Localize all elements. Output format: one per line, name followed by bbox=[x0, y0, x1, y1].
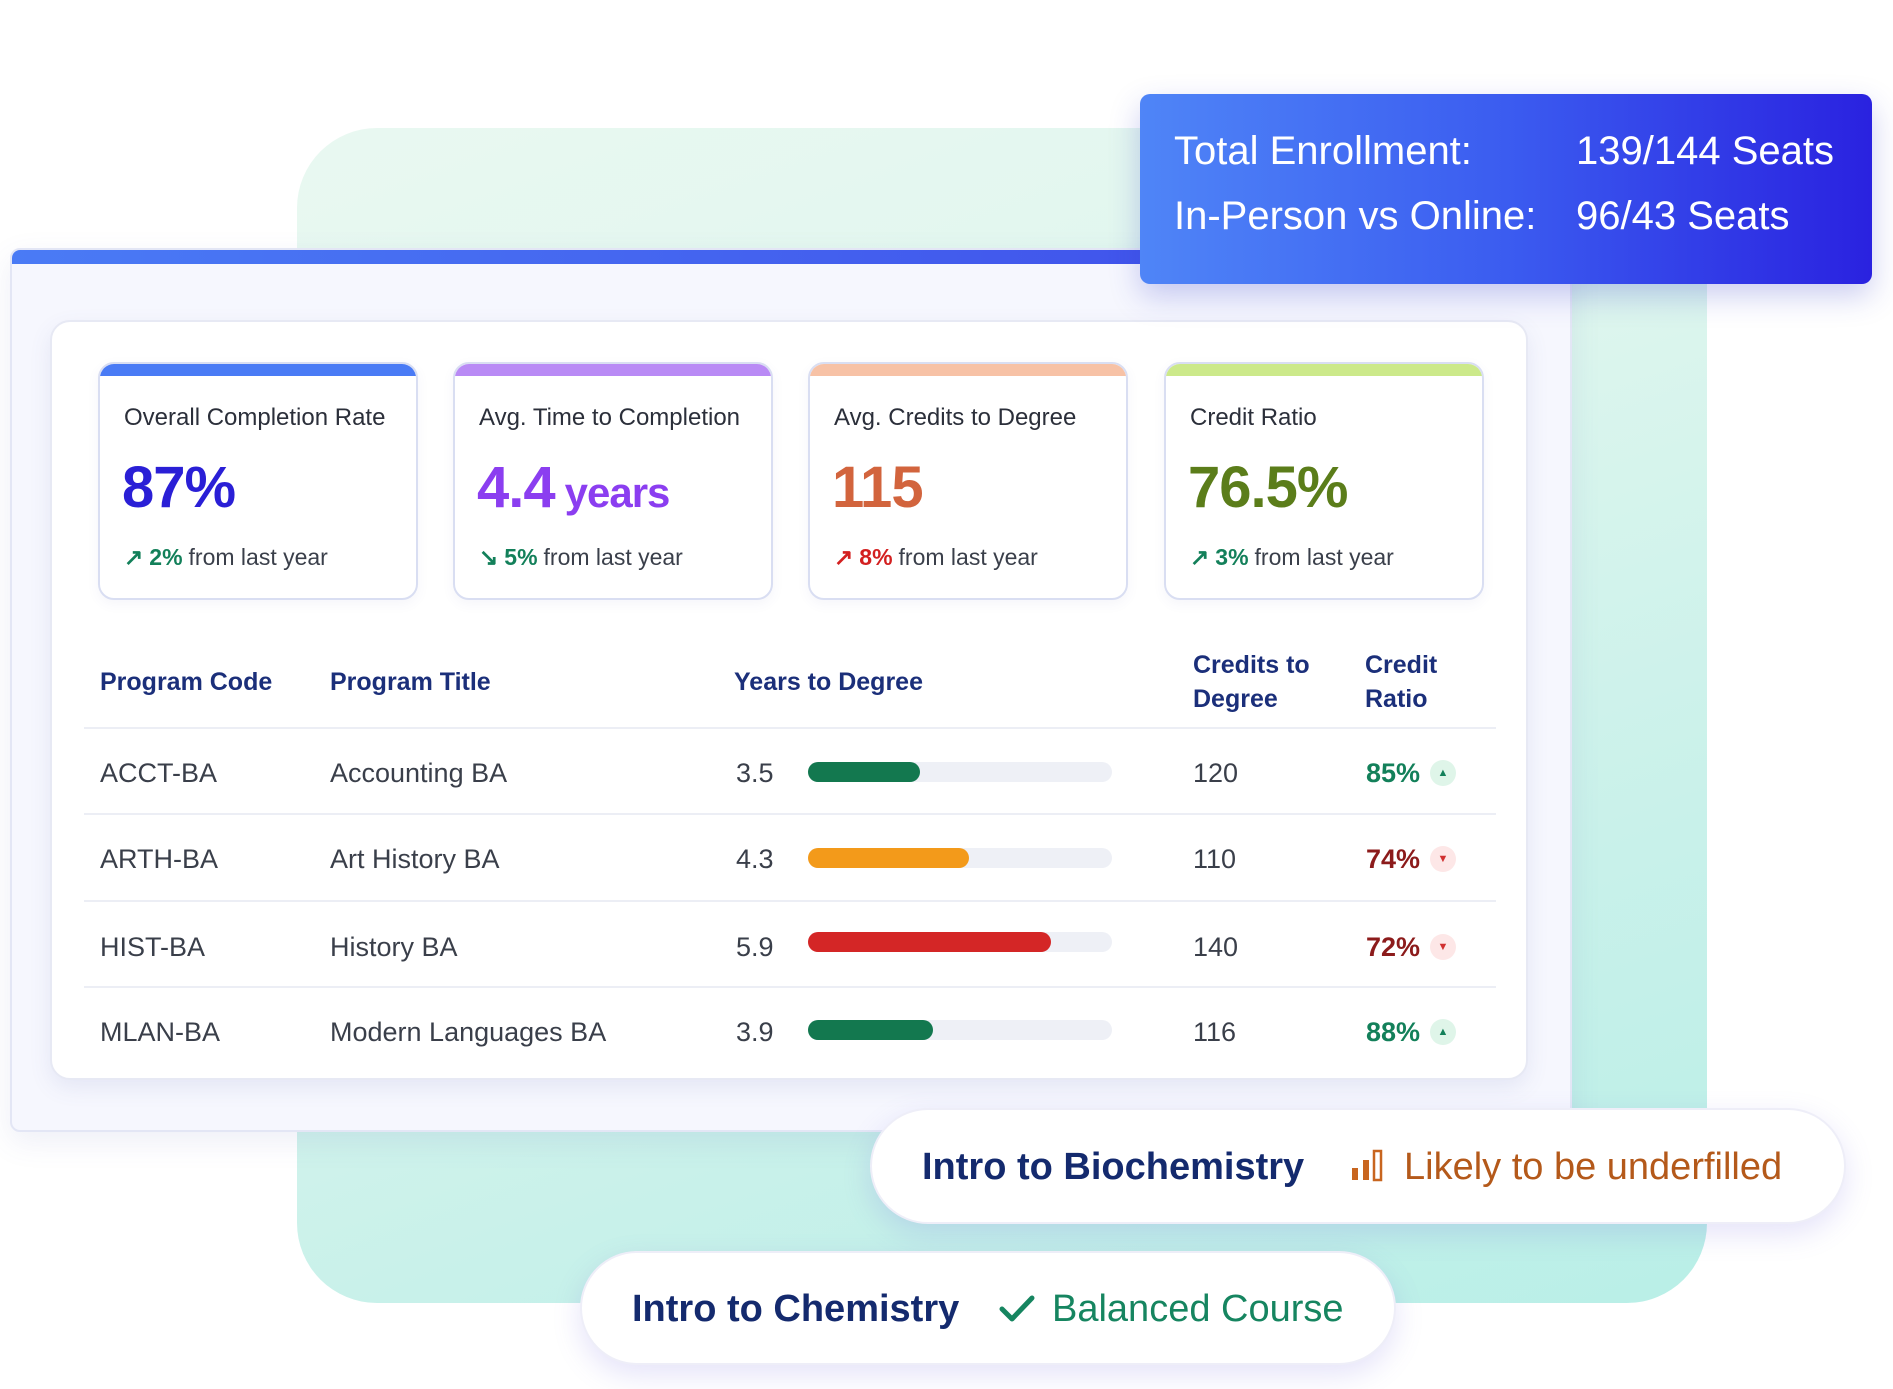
program-code: HIST-BA bbox=[100, 932, 206, 962]
trend-up-icon: ▲ bbox=[1430, 1019, 1456, 1045]
years-bar bbox=[808, 932, 1112, 952]
table-divider bbox=[84, 900, 1496, 902]
program-code: MLAN-BA bbox=[100, 1017, 221, 1047]
card-accent bbox=[1166, 364, 1482, 376]
program-title: History BA bbox=[330, 932, 458, 962]
stat-card-completion-rate[interactable]: Overall Completion Rate 87% ↗ 2% from last… bbox=[98, 362, 418, 600]
card-accent bbox=[810, 364, 1126, 376]
header-line: Degree bbox=[1193, 685, 1278, 713]
column-header-credits-to-degree[interactable]: Credits to Degree bbox=[1193, 648, 1310, 716]
ratio-value: 74% bbox=[1366, 844, 1421, 874]
ratio-value: 88% bbox=[1366, 1017, 1421, 1047]
years-value: 5.9 bbox=[736, 932, 774, 962]
course-status-label: Balanced Course bbox=[1052, 1288, 1344, 1330]
program-title: Modern Languages BA bbox=[330, 1017, 607, 1047]
program-code: ARTH-BA bbox=[100, 844, 219, 874]
in-person-online-value: 96/43 Seats bbox=[1576, 194, 1790, 238]
arrow-up-right-icon: ↗ bbox=[834, 544, 854, 570]
column-header-program-code[interactable]: Program Code bbox=[100, 668, 273, 696]
check-icon bbox=[998, 1293, 1036, 1325]
in-person-online-label: In-Person vs Online: bbox=[1174, 194, 1537, 238]
stat-value: 87% bbox=[122, 455, 236, 520]
years-bar bbox=[808, 1020, 1112, 1040]
credits-value: 140 bbox=[1193, 932, 1239, 962]
trend-down-icon: ▼ bbox=[1430, 934, 1456, 960]
stat-label: Credit Ratio bbox=[1190, 404, 1317, 431]
stat-card-time-to-completion[interactable]: Avg. Time to Completion 4.4 years ↘ 5% from… bbox=[453, 362, 773, 600]
table-divider bbox=[84, 727, 1496, 729]
column-header-years-to-degree[interactable]: Years to Degree bbox=[734, 668, 923, 696]
years-bar bbox=[808, 848, 1112, 868]
stat-label: Avg. Time to Completion bbox=[479, 404, 741, 431]
arrow-up-right-icon: ↗ bbox=[1190, 544, 1210, 570]
credits-value: 110 bbox=[1193, 844, 1237, 874]
stat-change: ↗ 8% from last year bbox=[834, 544, 1038, 570]
ratio-value: 85% bbox=[1366, 758, 1421, 788]
arrow-down-right-icon: ↘ bbox=[479, 544, 499, 570]
stat-value: 4.4 years bbox=[477, 455, 670, 520]
bar-signal-icon bbox=[1350, 1148, 1390, 1184]
credits-value: 116 bbox=[1193, 1017, 1237, 1047]
program-title: Art History BA bbox=[330, 844, 500, 874]
header-line: Credit bbox=[1365, 651, 1438, 679]
program-code: ACCT-BA bbox=[100, 758, 218, 788]
card-accent bbox=[100, 364, 416, 376]
credits-value: 120 bbox=[1193, 758, 1239, 788]
stat-card-credits-to-degree[interactable]: Avg. Credits to Degree 115 ↗ 8% from last … bbox=[808, 362, 1128, 600]
course-status-chemistry[interactable]: Intro to Chemistry Balanced Course bbox=[580, 1251, 1396, 1365]
stat-change: ↗ 3% from last year bbox=[1190, 544, 1394, 570]
total-enrollment-value: 139/144 Seats bbox=[1576, 129, 1834, 173]
years-value: 3.9 bbox=[736, 1017, 774, 1047]
years-value: 3.5 bbox=[736, 758, 774, 788]
stat-change: ↘ 5% from last year bbox=[479, 544, 683, 570]
stat-card-credit-ratio[interactable]: Credit Ratio 76.5% ↗ 3% from last year bbox=[1164, 362, 1484, 600]
arrow-up-right-icon: ↗ bbox=[124, 544, 144, 570]
stat-label: Overall Completion Rate bbox=[124, 404, 386, 431]
stat-label: Avg. Credits to Degree bbox=[834, 404, 1077, 431]
trend-down-icon: ▼ bbox=[1430, 846, 1456, 872]
trend-up-icon: ▲ bbox=[1430, 760, 1456, 786]
program-title: Accounting BA bbox=[330, 758, 508, 788]
years-value: 4.3 bbox=[736, 844, 774, 874]
years-bar-fill bbox=[808, 932, 1052, 952]
column-header-program-title[interactable]: Program Title bbox=[330, 668, 491, 696]
stat-value: 76.5% bbox=[1188, 455, 1348, 520]
years-bar bbox=[808, 762, 1112, 782]
column-header-credit-ratio[interactable]: Credit Ratio bbox=[1365, 648, 1437, 716]
header-line: Ratio bbox=[1365, 685, 1428, 713]
years-bar-fill bbox=[808, 848, 970, 868]
table-divider bbox=[84, 813, 1496, 815]
years-bar-fill bbox=[808, 1020, 933, 1040]
stat-value: 115 bbox=[832, 455, 924, 520]
course-status-label: Likely to be underfilled bbox=[1404, 1146, 1783, 1188]
enrollment-summary: Total Enrollment: 139/144 Seats In-Perso… bbox=[1140, 94, 1872, 284]
course-name: Intro to Chemistry bbox=[632, 1288, 960, 1330]
header-line: Credits to bbox=[1193, 651, 1310, 679]
course-status-biochemistry[interactable]: Intro to Biochemistry Likely to be under… bbox=[870, 1108, 1846, 1224]
card-accent bbox=[455, 364, 771, 376]
course-name: Intro to Biochemistry bbox=[922, 1146, 1305, 1188]
ratio-value: 72% bbox=[1366, 932, 1421, 962]
total-enrollment-label: Total Enrollment: bbox=[1174, 129, 1472, 173]
stat-change: ↗ 2% from last year bbox=[124, 544, 328, 570]
table-divider bbox=[84, 986, 1496, 988]
years-bar-fill bbox=[808, 762, 921, 782]
